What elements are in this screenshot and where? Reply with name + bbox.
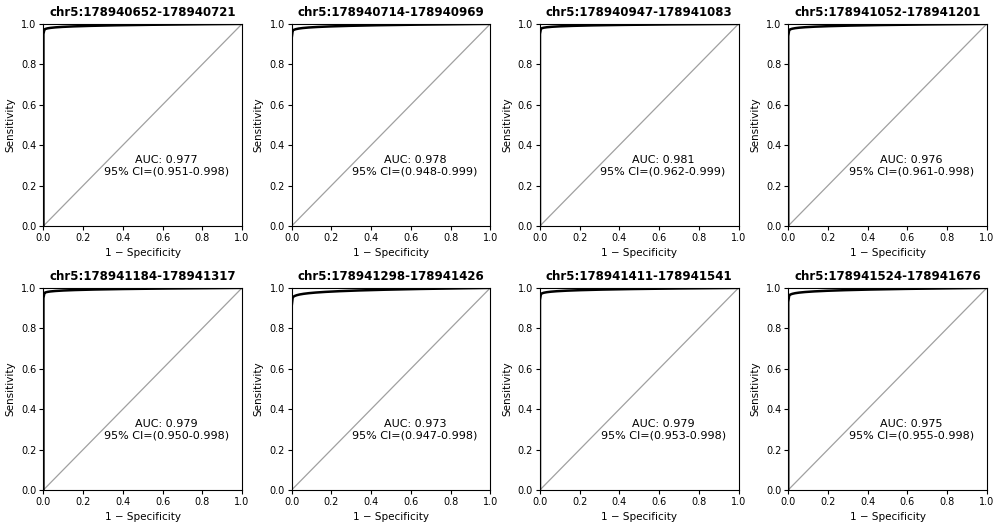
Text: AUC: 0.977
95% CI=(0.951-0.998): AUC: 0.977 95% CI=(0.951-0.998) xyxy=(104,155,229,176)
Text: AUC: 0.979
95% CI=(0.950-0.998): AUC: 0.979 95% CI=(0.950-0.998) xyxy=(104,419,229,440)
X-axis label: 1 − Specificity: 1 − Specificity xyxy=(601,249,677,258)
Y-axis label: Sensitivity: Sensitivity xyxy=(750,362,760,416)
Y-axis label: Sensitivity: Sensitivity xyxy=(6,362,16,416)
Title: chr5:178941524-178941676: chr5:178941524-178941676 xyxy=(794,270,981,282)
Text: AUC: 0.979
95% CI=(0.953-0.998): AUC: 0.979 95% CI=(0.953-0.998) xyxy=(601,419,726,440)
X-axis label: 1 − Specificity: 1 − Specificity xyxy=(353,249,429,258)
Title: chr5:178941184-178941317: chr5:178941184-178941317 xyxy=(49,270,236,282)
X-axis label: 1 − Specificity: 1 − Specificity xyxy=(105,513,181,522)
Title: chr5:178940947-178941083: chr5:178940947-178941083 xyxy=(546,6,733,18)
Text: AUC: 0.978
95% CI=(0.948-0.999): AUC: 0.978 95% CI=(0.948-0.999) xyxy=(352,155,478,176)
X-axis label: 1 − Specificity: 1 − Specificity xyxy=(850,513,926,522)
Y-axis label: Sensitivity: Sensitivity xyxy=(502,362,512,416)
X-axis label: 1 − Specificity: 1 − Specificity xyxy=(601,513,677,522)
Title: chr5:178941298-178941426: chr5:178941298-178941426 xyxy=(298,270,484,282)
Title: chr5:178940652-178940721: chr5:178940652-178940721 xyxy=(49,6,236,18)
Title: chr5:178940714-178940969: chr5:178940714-178940969 xyxy=(298,6,484,18)
Text: AUC: 0.976
95% CI=(0.961-0.998): AUC: 0.976 95% CI=(0.961-0.998) xyxy=(849,155,974,176)
Y-axis label: Sensitivity: Sensitivity xyxy=(502,98,512,152)
Title: chr5:178941052-178941201: chr5:178941052-178941201 xyxy=(794,6,981,18)
X-axis label: 1 − Specificity: 1 − Specificity xyxy=(353,513,429,522)
X-axis label: 1 − Specificity: 1 − Specificity xyxy=(850,249,926,258)
Text: AUC: 0.981
95% CI=(0.962-0.999): AUC: 0.981 95% CI=(0.962-0.999) xyxy=(600,155,726,176)
Y-axis label: Sensitivity: Sensitivity xyxy=(6,98,16,152)
Title: chr5:178941411-178941541: chr5:178941411-178941541 xyxy=(546,270,733,282)
X-axis label: 1 − Specificity: 1 − Specificity xyxy=(105,249,181,258)
Y-axis label: Sensitivity: Sensitivity xyxy=(254,362,264,416)
Y-axis label: Sensitivity: Sensitivity xyxy=(254,98,264,152)
Y-axis label: Sensitivity: Sensitivity xyxy=(750,98,760,152)
Text: AUC: 0.973
95% CI=(0.947-0.998): AUC: 0.973 95% CI=(0.947-0.998) xyxy=(352,419,478,440)
Text: AUC: 0.975
95% CI=(0.955-0.998): AUC: 0.975 95% CI=(0.955-0.998) xyxy=(849,419,974,440)
